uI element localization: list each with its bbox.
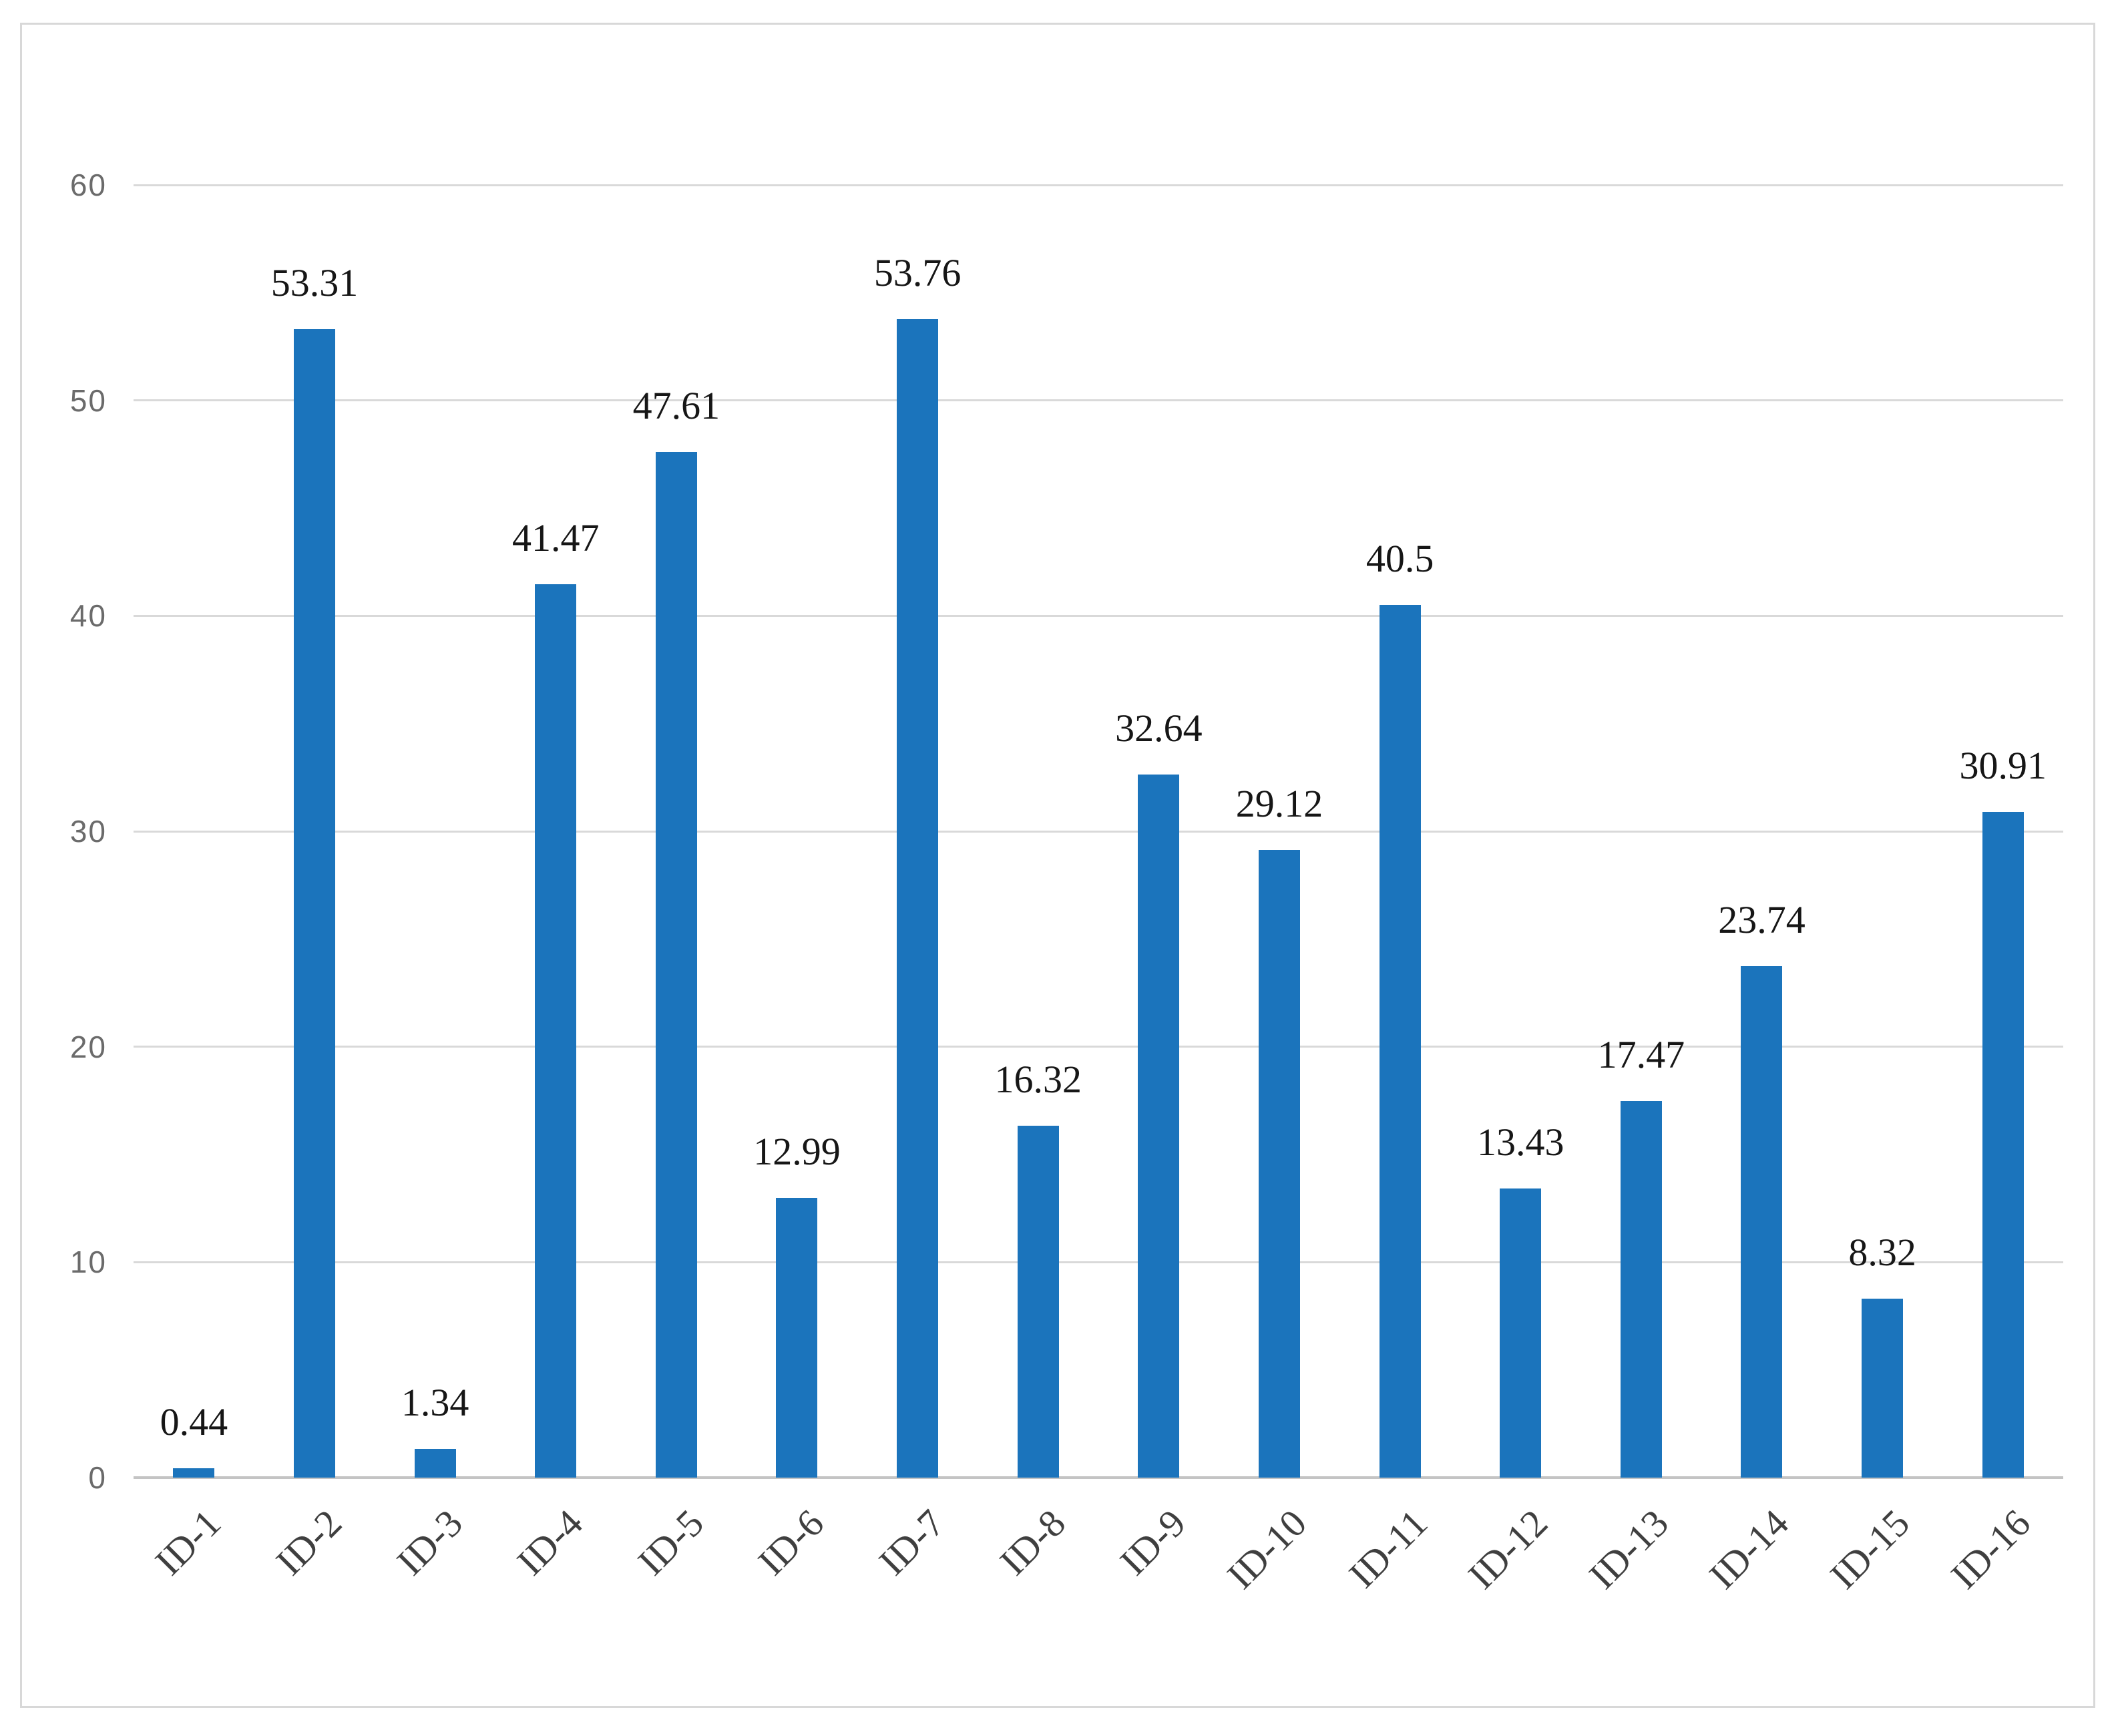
value-label-ID-12: 13.43 bbox=[1476, 1120, 1564, 1164]
value-label-ID-2: 53.31 bbox=[270, 260, 359, 304]
bar-ID-6 bbox=[776, 1197, 818, 1478]
bar-ID-9 bbox=[1138, 774, 1180, 1478]
y-tick-label-10: 10 bbox=[69, 1245, 107, 1280]
value-label-ID-16: 30.91 bbox=[1959, 743, 2047, 787]
y-tick-label-0: 0 bbox=[88, 1460, 107, 1495]
bar-ID-13 bbox=[1620, 1101, 1662, 1478]
y-tick-label-30: 30 bbox=[69, 814, 107, 849]
x-axis-line bbox=[134, 1476, 2063, 1479]
bar-ID-16 bbox=[1982, 811, 2024, 1478]
gridline-10 bbox=[134, 1261, 2063, 1263]
bar-ID-7 bbox=[897, 319, 939, 1478]
value-label-ID-15: 8.32 bbox=[1848, 1230, 1916, 1274]
y-tick-label-50: 50 bbox=[69, 383, 107, 418]
value-label-ID-9: 32.64 bbox=[1115, 706, 1203, 750]
value-label-ID-10: 29.12 bbox=[1235, 782, 1323, 826]
bar-ID-3 bbox=[414, 1448, 456, 1478]
value-label-ID-6: 12.99 bbox=[753, 1129, 841, 1173]
bar-ID-14 bbox=[1741, 966, 1783, 1478]
value-label-ID-5: 47.61 bbox=[632, 383, 720, 427]
y-tick-label-40: 40 bbox=[69, 598, 107, 634]
y-tick-label-60: 60 bbox=[69, 168, 107, 202]
bar-ID-4 bbox=[535, 584, 577, 1478]
bar-ID-1 bbox=[173, 1468, 215, 1478]
bar-ID-5 bbox=[655, 451, 697, 1478]
value-label-ID-1: 0.44 bbox=[160, 1399, 228, 1444]
gridline-60 bbox=[134, 184, 2063, 186]
gridline-50 bbox=[134, 399, 2063, 402]
bar-ID-10 bbox=[1258, 850, 1300, 1478]
plot-area: 0.44 53.31 1.34 41.47 47.61 12.99 53.76 16.32 32… bbox=[134, 184, 2063, 1479]
bar-ID-8 bbox=[1017, 1126, 1059, 1478]
bar-ID-15 bbox=[1862, 1298, 1904, 1478]
bar-ID-11 bbox=[1379, 605, 1421, 1478]
value-label-ID-7: 53.76 bbox=[873, 251, 962, 295]
gridline-40 bbox=[134, 614, 2063, 617]
value-label-ID-13: 17.47 bbox=[1597, 1033, 1685, 1077]
value-label-ID-14: 23.74 bbox=[1718, 898, 1806, 941]
y-tick-label-20: 20 bbox=[69, 1029, 107, 1064]
bar-ID-12 bbox=[1500, 1188, 1542, 1478]
value-label-ID-11: 40.5 bbox=[1365, 537, 1434, 581]
bar-ID-2 bbox=[293, 329, 335, 1478]
value-label-ID-3: 1.34 bbox=[401, 1380, 469, 1424]
value-label-ID-8: 16.32 bbox=[994, 1058, 1082, 1102]
gridline-30 bbox=[134, 830, 2063, 833]
gridline-20 bbox=[134, 1046, 2063, 1048]
value-label-ID-4: 41.47 bbox=[511, 515, 600, 560]
